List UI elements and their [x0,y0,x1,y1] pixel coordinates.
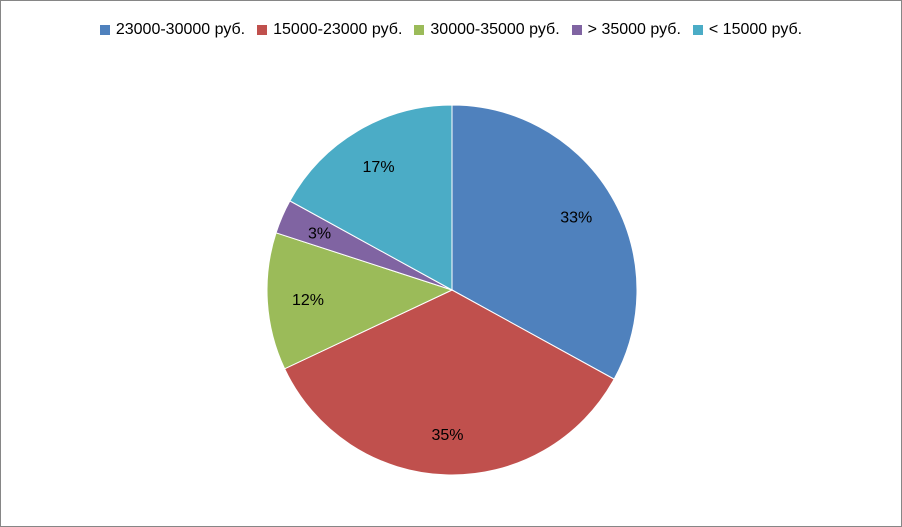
legend-swatch [257,25,268,35]
pie-slice [289,104,453,291]
legend-item: > 35000 руб. [571,21,681,39]
legend-swatch [99,25,110,35]
legend-swatch [414,25,425,35]
data-label: 33% [560,210,592,227]
legend-swatch [571,25,582,35]
legend-item: 15000-23000 руб. [257,21,402,39]
legend-item: < 15000 руб. [692,21,803,39]
pie-slice [283,289,615,476]
legend-item: 30000-35000 руб. [414,21,560,39]
data-label: 3% [308,226,331,243]
legend-label: 30000-35000 руб. [430,21,560,38]
legend-label: 23000-30000 руб. [115,21,246,38]
legend-label: > 35000 руб. [587,21,681,38]
legend-label: 15000-23000 руб. [273,21,403,38]
pie-slice [451,104,638,380]
data-label: 17% [363,159,395,176]
legend-swatch [692,25,703,35]
legend-label: < 15000 руб. [708,21,803,38]
data-label: 12% [292,292,324,309]
pie-slice [266,232,454,370]
legend-item: 23000-30000 руб. [99,21,246,39]
data-label: 35% [431,427,463,444]
legend: 23000-30000 руб. 15000-23000 руб. 30000-35… [1,21,901,39]
